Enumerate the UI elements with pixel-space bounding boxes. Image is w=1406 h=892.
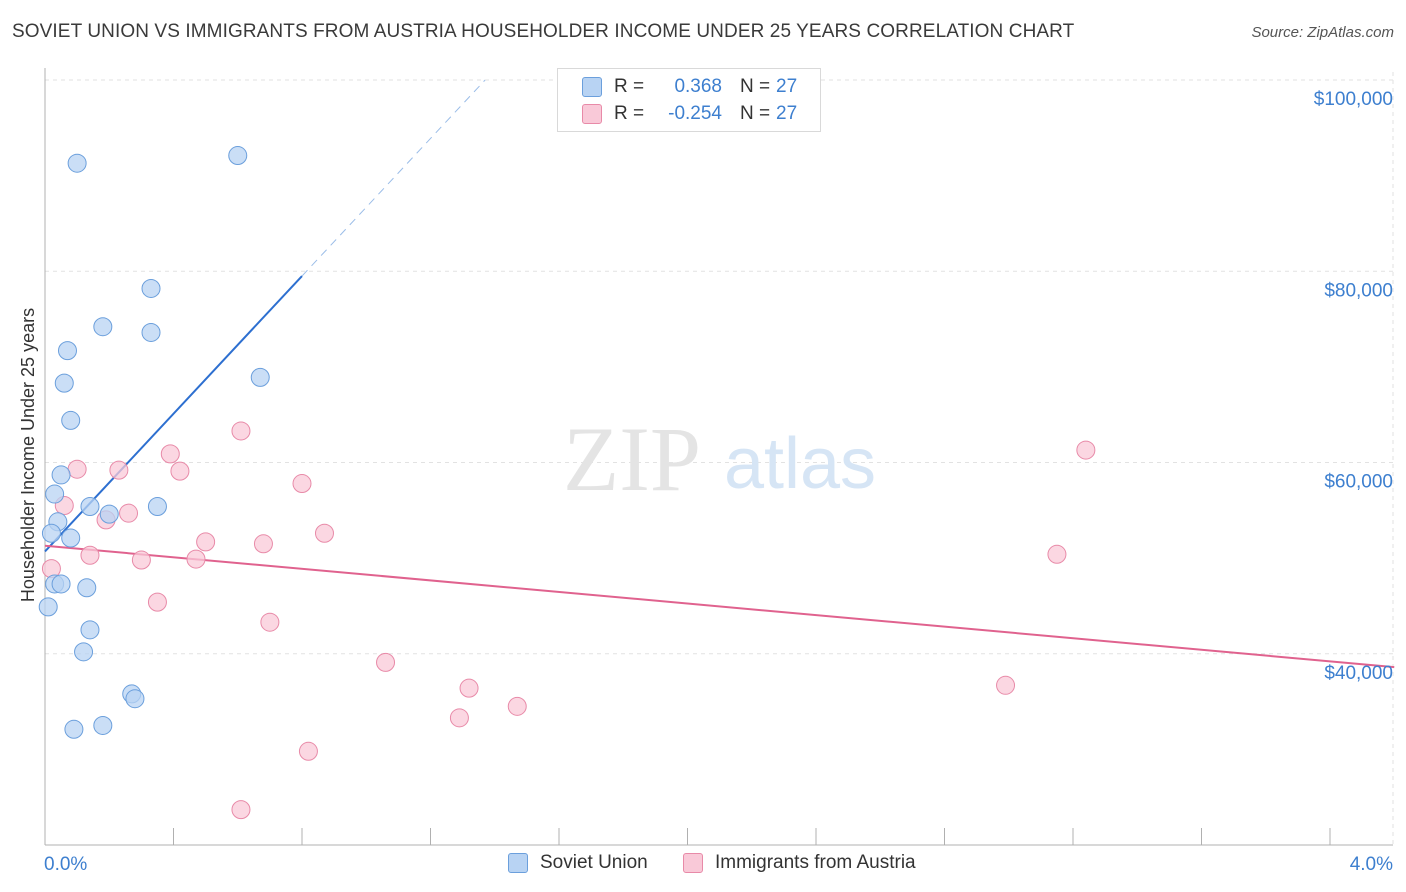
soviet-point [67,153,87,173]
soviet-swatch [508,853,528,873]
austria-point [376,652,396,672]
n-label: N = [740,103,771,124]
source-label: Source: ZipAtlas.com [1251,24,1394,41]
soviet-point [147,496,167,516]
austria-swatch [683,853,703,873]
austria-point [314,523,334,543]
n-label: N = [740,76,771,97]
soviet-point [93,715,113,735]
austria-point [459,678,479,698]
r-value: -0.254 [668,103,722,124]
grid-layer [45,72,1394,845]
soviet-trend-extension [301,79,486,277]
austria-point [292,474,312,494]
n-value: 27 [776,76,798,97]
soviet-point [38,597,58,617]
soviet-point [250,367,270,387]
n-value: 27 [776,103,798,124]
soviet-point [93,317,113,337]
austria-point [131,550,151,570]
austria-point [41,559,61,579]
stats-legend: R = 0.368 N = 27 R = -0.254 N = 27 [557,68,821,132]
austria-trend-line [44,544,1395,669]
austria-point [109,460,129,480]
austria-swatch [582,104,602,124]
austria-point [507,696,527,716]
watermark: ZIP atlas [563,408,876,510]
austria-point [160,444,180,464]
axes-layer [44,68,1393,846]
series-legend: Soviet Union Immigrants from Austria [0,852,1406,878]
soviet-point [77,578,97,598]
soviet-point [141,278,161,298]
soviet-point [228,146,248,166]
watermark-zip: ZIP [563,408,701,510]
soviet-point [80,620,100,640]
austria-point [119,503,139,523]
trend-layer [44,79,1395,669]
y-tick-label: $60,000 [1324,472,1393,493]
points-layer [38,146,1096,820]
austria-point [1076,440,1096,460]
soviet-point [41,523,61,543]
austria-point [996,675,1016,695]
x-tick-label: 4.0% [1350,854,1393,875]
soviet-point [99,504,119,524]
y-tick-label: $80,000 [1324,280,1393,301]
x-tick-label: 0.0% [44,854,87,875]
austria-point [80,545,100,565]
austria-point [298,741,318,761]
y-axis-label: Householder Income Under 25 years [18,308,38,602]
watermark-atlas: atlas [724,424,876,504]
austria-point [449,708,469,728]
soviet-point [45,484,65,504]
austria-point [170,461,190,481]
y-tick-label: $40,000 [1324,663,1393,684]
labels-layer: $40,000 $60,000 $80,000 $100,000 0.0% 4.0% Hou… [18,89,1393,875]
austria-point [253,534,273,554]
y-tick-label: $100,000 [1314,89,1393,110]
austria-point [1047,544,1067,564]
austria-point [186,549,206,569]
chart-title: SOVIET UNION VS IMMIGRANTS FROM AUSTRIA … [12,21,1075,42]
austria-point [260,612,280,632]
r-label: R = [614,103,645,124]
soviet-point [125,689,145,709]
soviet-swatch [582,77,602,97]
austria-point [196,532,216,552]
austria-point [147,592,167,612]
legend-item-austria[interactable]: Immigrants from Austria [683,852,916,874]
soviet-point [54,373,74,393]
legend-row-soviet: R = 0.368 N = 27 [582,74,797,100]
r-value: 0.368 [674,76,722,97]
austria-point [231,421,251,441]
soviet-point [61,528,81,548]
r-label: R = [614,76,645,97]
soviet-point [74,642,94,662]
austria-point [67,459,87,479]
soviet-point [51,574,71,594]
legend-row-austria: R = -0.254 N = 27 [582,101,797,127]
soviet-point [51,465,71,485]
soviet-point [61,410,81,430]
soviet-point [64,719,84,739]
soviet-point [141,322,161,342]
soviet-point [57,341,77,361]
austria-point [231,800,251,820]
legend-label-austria: Immigrants from Austria [715,852,916,873]
legend-label-soviet: Soviet Union [540,852,648,873]
soviet-point [80,496,100,516]
legend-item-soviet[interactable]: Soviet Union [508,852,648,874]
